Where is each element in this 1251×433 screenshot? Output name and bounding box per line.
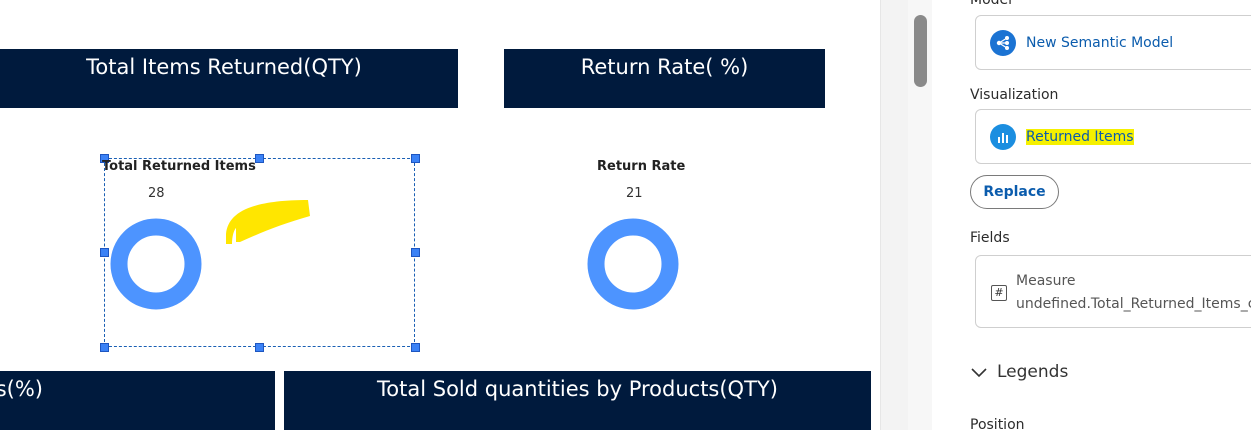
donut-ring-returned	[110, 218, 202, 310]
banner-return-rate: Return Rate( %)	[504, 49, 825, 108]
visualization-label: Visualization	[970, 87, 1059, 103]
resize-handle-top-middle[interactable]	[255, 154, 264, 163]
resize-handle-middle-left[interactable]	[100, 248, 109, 257]
banner-left-partial: ts(%)	[0, 371, 275, 430]
chart-value-rate: 21	[626, 186, 643, 201]
resize-handle-top-left[interactable]	[100, 154, 109, 163]
field-name-label: undefined.Total_Returned_Items_clc	[1016, 296, 1251, 312]
visualization-card[interactable]: Returned Items	[975, 109, 1251, 164]
chart-title-rate: Return Rate	[597, 159, 686, 174]
donut-chart-returned[interactable]	[110, 218, 202, 310]
resize-handle-top-right[interactable]	[411, 154, 420, 163]
resize-handle-bottom-right[interactable]	[411, 343, 420, 352]
banner-total-sold: Total Sold quantities by Products(QTY)	[284, 371, 871, 430]
visualization-name-text: Returned Items	[1026, 129, 1134, 145]
model-label: Model	[970, 0, 1013, 8]
chevron-down-icon[interactable]	[970, 366, 988, 380]
field-card[interactable]: # Measure undefined.Total_Returned_Items…	[975, 255, 1251, 328]
position-label: Position	[970, 417, 1025, 433]
resize-handle-bottom-left[interactable]	[100, 343, 109, 352]
visualization-name-link[interactable]: Returned Items	[1026, 129, 1134, 145]
model-name-link[interactable]: New Semantic Model	[1026, 35, 1174, 51]
hash-icon: #	[991, 285, 1007, 301]
chart-title-returned: Total Returned Items	[102, 159, 256, 174]
field-type-label: Measure	[1016, 273, 1076, 289]
donut-chart-rate[interactable]	[587, 218, 679, 310]
scrollbar-thumb[interactable]	[914, 15, 927, 87]
legends-section-toggle[interactable]: Legends	[997, 362, 1069, 382]
resize-handle-bottom-middle[interactable]	[255, 343, 264, 352]
report-canvas: Total Items Returned(QTY) Return Rate( %…	[0, 49, 871, 430]
chart-value-returned: 28	[148, 186, 165, 201]
resize-handle-middle-right[interactable]	[411, 248, 420, 257]
bar-chart-icon	[990, 124, 1016, 150]
properties-panel: Model New Semantic Model Visualization R…	[932, 0, 1251, 433]
fields-label: Fields	[970, 230, 1010, 246]
highlighter-annotation	[226, 200, 310, 244]
donut-ring-rate	[587, 218, 679, 310]
model-card[interactable]: New Semantic Model	[975, 15, 1251, 70]
replace-button[interactable]: Replace	[970, 175, 1059, 209]
banner-total-items-returned: Total Items Returned(QTY)	[0, 49, 458, 108]
semantic-model-icon	[990, 30, 1016, 56]
